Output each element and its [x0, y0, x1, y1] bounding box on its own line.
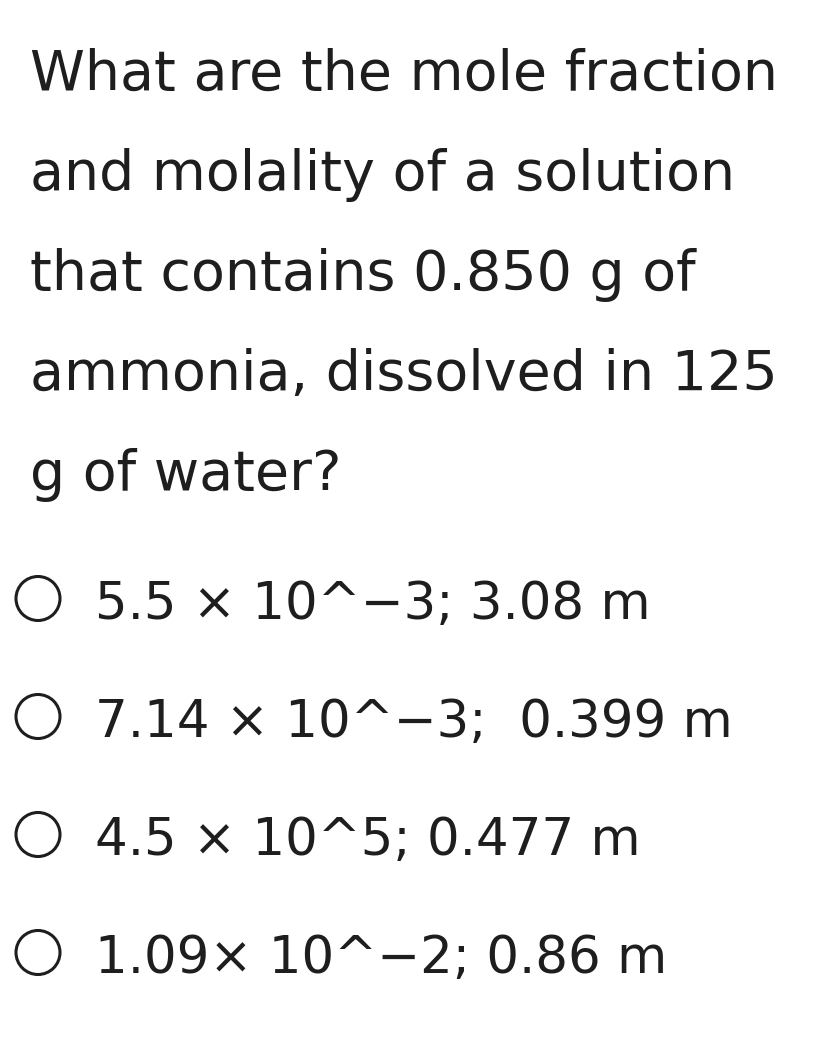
Text: and molality of a solution: and molality of a solution [30, 148, 734, 202]
Text: 7.14 × 10^−3;  0.399 m: 7.14 × 10^−3; 0.399 m [95, 697, 732, 748]
Text: that contains 0.850 g of: that contains 0.850 g of [30, 248, 695, 302]
Text: g of water?: g of water? [30, 448, 341, 502]
Text: 4.5 × 10^5; 0.477 m: 4.5 × 10^5; 0.477 m [95, 816, 640, 866]
Text: 5.5 × 10^−3; 3.08 m: 5.5 × 10^−3; 3.08 m [95, 580, 650, 630]
Text: ammonia, dissolved in 125: ammonia, dissolved in 125 [30, 348, 777, 402]
Text: What are the mole fraction: What are the mole fraction [30, 48, 777, 102]
Text: 1.09× 10^−2; 0.86 m: 1.09× 10^−2; 0.86 m [95, 934, 667, 984]
